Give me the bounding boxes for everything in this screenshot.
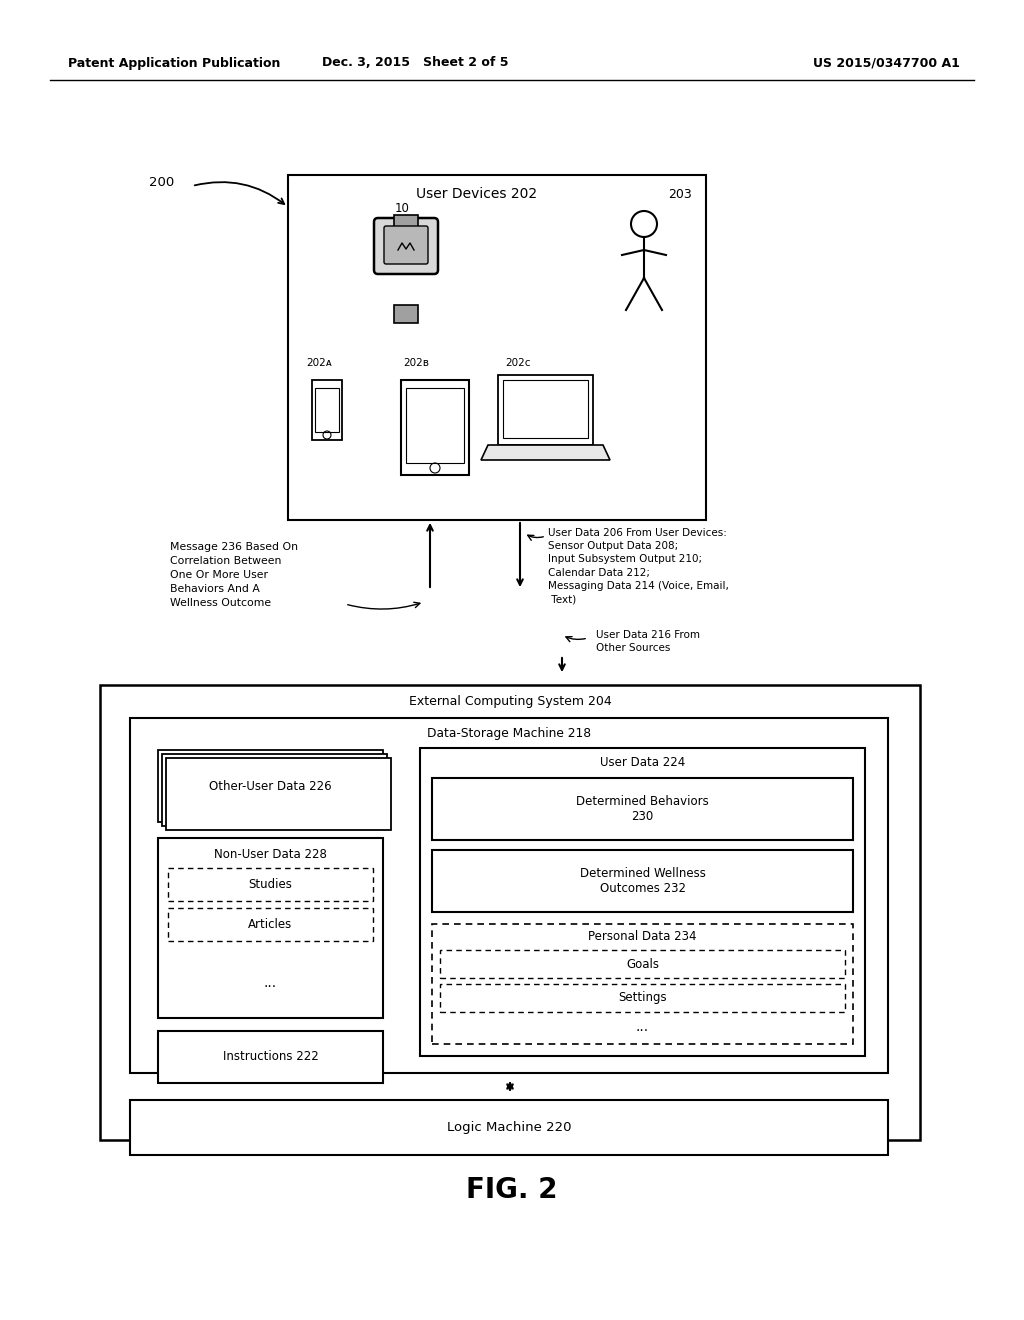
Bar [420, 748, 865, 1056]
Bar [158, 838, 383, 1018]
Text: 203: 203 [668, 187, 692, 201]
Text: Settings: Settings [618, 991, 667, 1005]
Bar [401, 380, 469, 475]
Text: External Computing System 204: External Computing System 204 [409, 696, 611, 709]
Bar [168, 869, 373, 902]
Text: 202ᴄ: 202ᴄ [505, 358, 530, 368]
Bar [162, 754, 387, 826]
Text: ...: ... [264, 975, 278, 990]
Bar [394, 305, 418, 323]
Text: Goals: Goals [626, 957, 659, 970]
FancyBboxPatch shape [384, 226, 428, 264]
Bar [440, 950, 845, 978]
Text: Other-User Data 226: Other-User Data 226 [209, 780, 332, 792]
Text: User Devices 202: User Devices 202 [417, 187, 538, 201]
FancyBboxPatch shape [374, 218, 438, 275]
Text: Instructions 222: Instructions 222 [222, 1051, 318, 1064]
Text: 202ᴀ: 202ᴀ [306, 358, 332, 368]
Bar [503, 380, 588, 438]
Polygon shape [481, 445, 610, 459]
Bar [168, 908, 373, 941]
Text: User Data 224: User Data 224 [600, 756, 685, 770]
Bar [166, 758, 391, 830]
Text: Patent Application Publication: Patent Application Publication [68, 57, 281, 70]
Bar [432, 850, 853, 912]
Bar [130, 1100, 888, 1155]
Text: Studies: Studies [249, 879, 293, 891]
Bar [312, 380, 342, 440]
Bar [406, 388, 464, 463]
Text: Dec. 3, 2015   Sheet 2 of 5: Dec. 3, 2015 Sheet 2 of 5 [322, 57, 508, 70]
Text: Determined Behaviors
230: Determined Behaviors 230 [577, 795, 709, 822]
Bar [440, 983, 845, 1012]
Bar [432, 777, 853, 840]
Bar [394, 215, 418, 234]
Text: Non-User Data 228: Non-User Data 228 [214, 847, 327, 861]
Bar [158, 1031, 383, 1082]
Bar [288, 176, 706, 520]
Bar [498, 375, 593, 445]
Text: Message 236 Based On
Correlation Between
One Or More User
Behaviors And A
Wellne: Message 236 Based On Correlation Between… [170, 543, 298, 609]
Bar [315, 388, 339, 432]
Text: Personal Data 234: Personal Data 234 [588, 931, 696, 944]
Text: US 2015/0347700 A1: US 2015/0347700 A1 [813, 57, 961, 70]
Text: 200: 200 [150, 176, 175, 189]
Text: 202ʙ: 202ʙ [403, 358, 429, 368]
Text: 10: 10 [395, 202, 410, 215]
Text: ...: ... [636, 1020, 649, 1034]
Text: User Data 216 From
Other Sources: User Data 216 From Other Sources [596, 630, 700, 653]
Text: User Data 206 From User Devices:
Sensor Output Data 208;
Input Subsystem Output : User Data 206 From User Devices: Sensor … [548, 528, 729, 605]
Text: Data-Storage Machine 218: Data-Storage Machine 218 [427, 726, 591, 739]
Text: FIG. 2: FIG. 2 [466, 1176, 558, 1204]
Text: Logic Machine 220: Logic Machine 220 [446, 1121, 571, 1134]
Bar [432, 924, 853, 1044]
Bar [158, 750, 383, 822]
Bar [100, 685, 920, 1140]
Bar [130, 718, 888, 1073]
Text: Articles: Articles [249, 919, 293, 932]
Text: Determined Wellness
Outcomes 232: Determined Wellness Outcomes 232 [580, 867, 706, 895]
